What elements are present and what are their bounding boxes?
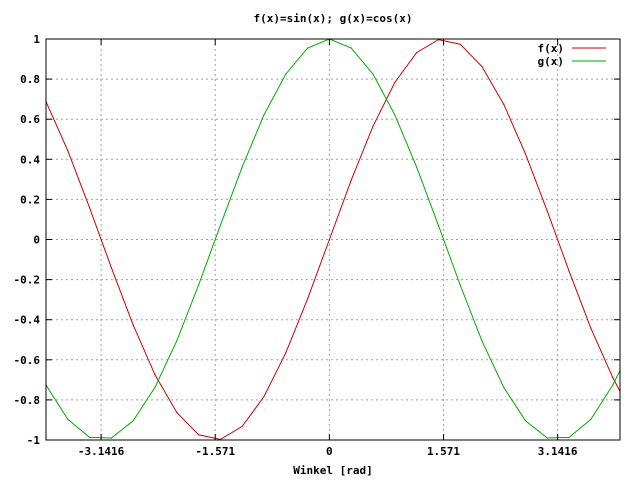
data-point xyxy=(524,153,527,155)
data-point xyxy=(372,73,374,75)
data-point xyxy=(241,166,243,168)
y-tick-label: 0.2 xyxy=(20,193,40,206)
data-point xyxy=(67,418,69,420)
data-point xyxy=(546,437,548,439)
y-tick-label: 0 xyxy=(33,234,40,247)
data-point xyxy=(459,43,461,45)
y-tick-label: -1 xyxy=(27,434,41,447)
y-tick-label: 0.4 xyxy=(20,153,40,166)
data-point xyxy=(612,384,614,386)
data-point xyxy=(394,81,396,84)
data-point xyxy=(350,47,352,49)
data-point xyxy=(89,207,91,209)
data-point xyxy=(67,150,69,152)
data-point xyxy=(437,224,439,226)
data-point xyxy=(285,73,287,75)
data-point xyxy=(154,386,156,388)
tick-labels: 1 0.8 0.6 0.4 0.2 0 -0.2 -0.4 -0.6 -0.8 -1 -3.1416 -… xyxy=(14,33,578,458)
data-point xyxy=(198,434,200,436)
data-point xyxy=(263,114,265,116)
data-point xyxy=(394,114,396,116)
series-layer xyxy=(45,38,621,440)
data-point xyxy=(590,327,592,329)
data-point xyxy=(459,284,461,286)
data-point xyxy=(328,238,330,241)
x-tick-label: -3.1416 xyxy=(78,445,125,458)
legend: f(x)g(x) xyxy=(538,42,606,68)
series-line-0 xyxy=(45,39,621,440)
x-tick-label: 1.571 xyxy=(427,445,460,458)
data-point xyxy=(612,376,614,378)
y-tick-label: 0.8 xyxy=(20,73,40,86)
y-tick-label: 0.6 xyxy=(20,113,40,126)
data-point xyxy=(503,103,505,105)
data-point xyxy=(263,395,265,398)
data-point xyxy=(568,270,570,272)
data-point xyxy=(350,179,352,181)
y-tick-label: -0.6 xyxy=(14,354,41,367)
data-point xyxy=(132,324,134,326)
data-point xyxy=(503,386,505,388)
series-line-1 xyxy=(45,38,621,439)
data-point xyxy=(372,125,374,127)
data-point xyxy=(219,224,221,226)
axis-ticks xyxy=(46,38,620,441)
data-point xyxy=(176,340,178,342)
data-point xyxy=(416,166,418,168)
grid xyxy=(46,39,620,440)
data-point xyxy=(481,65,483,68)
x-tick-label: -1.571 xyxy=(195,445,235,458)
data-point xyxy=(241,425,243,427)
y-tick-label: 1 xyxy=(33,33,40,46)
data-point xyxy=(89,436,91,438)
data-point xyxy=(416,52,418,54)
data-point xyxy=(198,284,200,286)
x-tick-label: 3.1416 xyxy=(538,445,578,458)
data-point xyxy=(154,374,156,376)
data-point xyxy=(307,47,309,49)
data-point xyxy=(568,436,570,438)
data-point xyxy=(524,420,527,422)
y-tick-label: -0.2 xyxy=(14,274,41,287)
data-point xyxy=(110,437,112,439)
y-tick-label: -0.4 xyxy=(14,314,41,327)
legend-label: g(x) xyxy=(538,55,565,68)
legend-label: f(x) xyxy=(538,42,565,55)
data-point xyxy=(132,420,134,422)
x-axis-label: Winkel [rad] xyxy=(293,464,372,477)
data-point xyxy=(481,340,483,342)
chart-title: f(x)=sin(x); g(x)=cos(x) xyxy=(254,12,413,25)
data-point xyxy=(176,411,178,414)
data-point xyxy=(285,352,287,354)
data-point xyxy=(590,418,592,420)
data-point xyxy=(110,267,112,269)
y-tick-label: -0.8 xyxy=(14,394,41,407)
data-point xyxy=(307,298,309,300)
data-point xyxy=(546,210,548,212)
x-tick-label: 0 xyxy=(326,445,333,458)
